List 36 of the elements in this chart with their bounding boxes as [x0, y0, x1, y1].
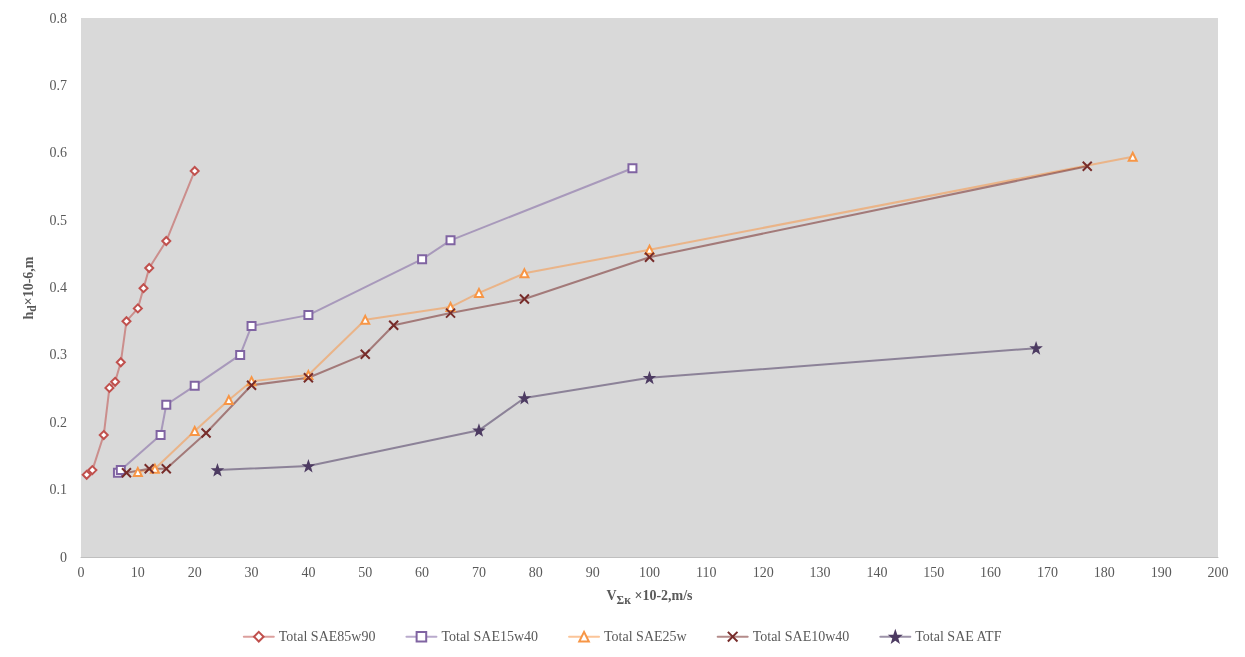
x-tick-label: 110 — [696, 564, 717, 580]
y-tick-label: 0.7 — [49, 77, 67, 93]
x-tick-label: 80 — [528, 564, 543, 580]
x-tick-label: 120 — [752, 564, 774, 580]
y-tick-label: 0.2 — [49, 414, 67, 430]
x-tick-label: 20 — [187, 564, 202, 580]
legend-label: Total SAE15w40 — [441, 629, 539, 645]
legend-label: Total SAE ATF — [915, 629, 1002, 645]
x-tick-label: 100 — [639, 564, 660, 580]
x-tick-label: 30 — [244, 564, 259, 580]
y-tick-label: 0 — [60, 549, 67, 565]
y-tick-label: 0.6 — [49, 145, 67, 161]
x-tick-label: 60 — [415, 564, 430, 580]
y-tick-label: 0.4 — [49, 280, 67, 295]
x-tick-label: 50 — [358, 564, 373, 580]
x-tick-label: 140 — [866, 564, 888, 580]
x-tick-label: 190 — [1150, 564, 1172, 580]
x-tick-label: 180 — [1093, 564, 1115, 580]
legend-label: Total SAE85w90 — [278, 629, 376, 645]
x-axis-title: V$_{Σк}$ ×10-2,m/s — [606, 588, 693, 607]
y-tick-label: 0.1 — [49, 482, 67, 498]
x-tick-label: 90 — [585, 564, 600, 580]
legend-label: Total SAE10w40 — [752, 629, 850, 645]
legend-label: Total SAE25w — [604, 629, 688, 645]
x-tick-label: 10 — [130, 564, 145, 580]
x-tick-label: 160 — [980, 564, 1002, 580]
x-tick-label: 170 — [1036, 564, 1058, 580]
x-tick-label: 40 — [301, 564, 316, 580]
x-tick-label: 0 — [77, 564, 85, 580]
x-tick-label: 70 — [471, 564, 486, 580]
y-tick-label: 0.8 — [49, 10, 67, 26]
x-tick-label: 130 — [809, 564, 831, 580]
y-tick-label: 0.3 — [49, 347, 67, 363]
y-tick-label: 0.5 — [49, 212, 67, 228]
x-tick-label: 150 — [923, 564, 945, 580]
x-tick-label: 200 — [1207, 564, 1229, 580]
